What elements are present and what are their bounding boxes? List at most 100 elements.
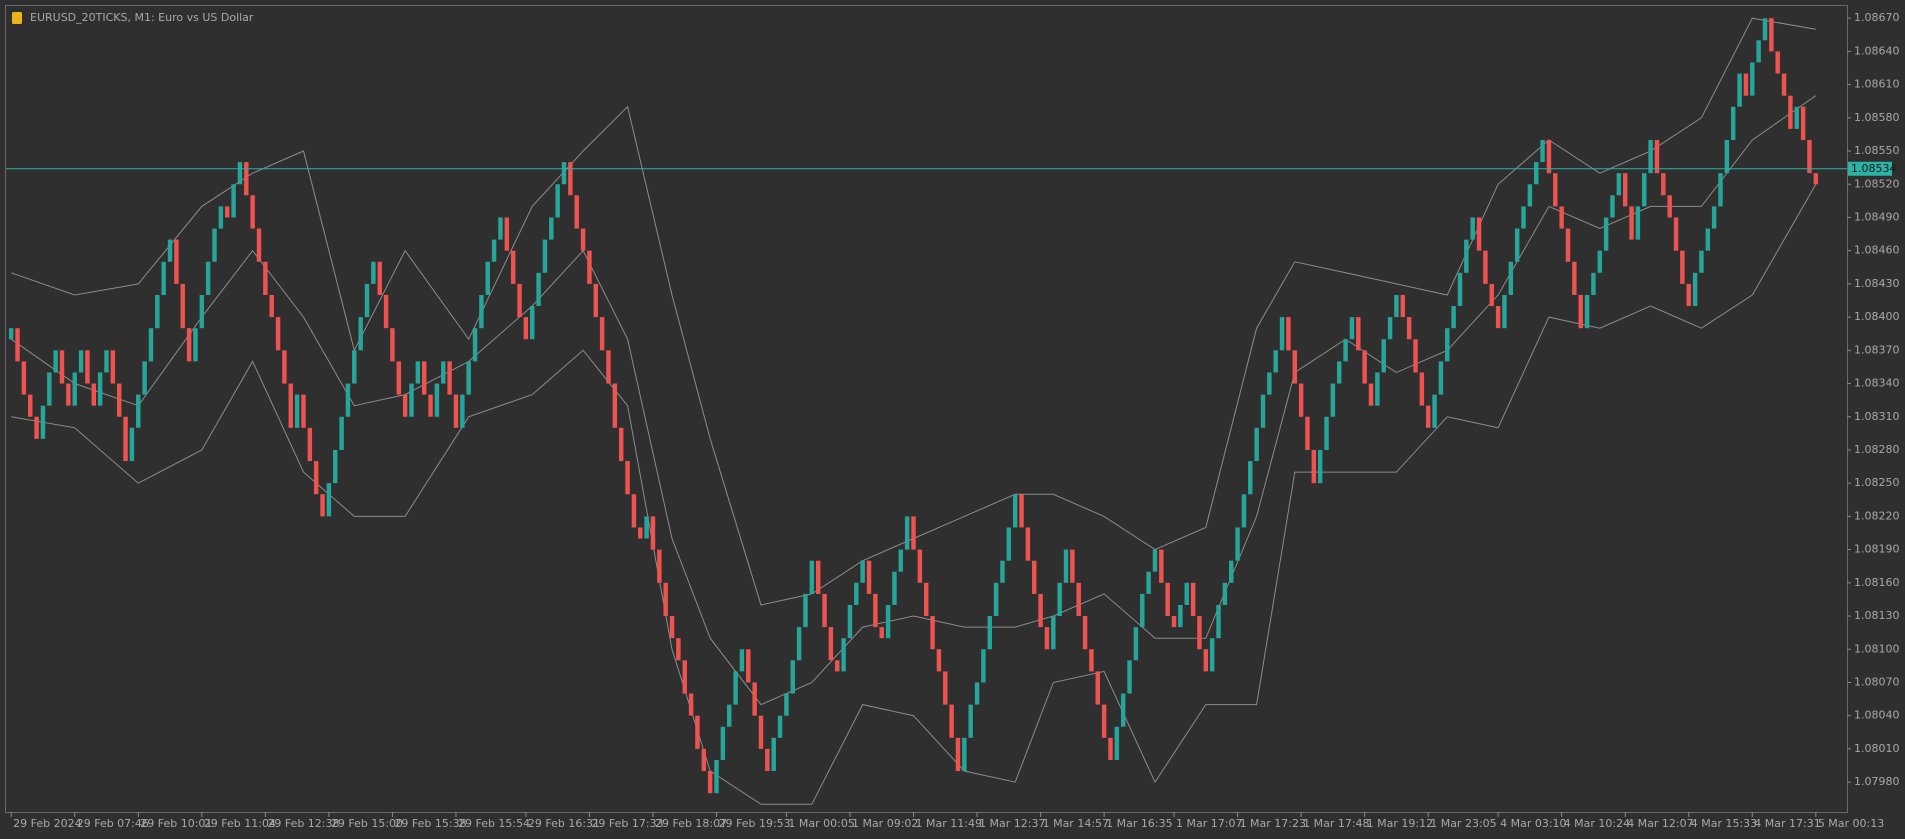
candle-body [491, 239, 497, 262]
candle-body [47, 372, 52, 406]
candle-body [1120, 693, 1126, 727]
candle-body [549, 217, 554, 240]
candle-body [21, 361, 27, 395]
candle-body [1521, 206, 1526, 229]
candle-body [854, 582, 859, 605]
candle-body [97, 372, 103, 406]
candle-body [1356, 317, 1361, 351]
candle-body [237, 162, 243, 185]
x-tick-label: 1 Mar 14:57 [1043, 817, 1109, 830]
candle-body [987, 616, 992, 650]
candle-body [402, 394, 408, 417]
x-tick-label: 4 Mar 03:10 [1500, 817, 1566, 830]
candle-body [1286, 317, 1291, 351]
candle-body [866, 560, 872, 594]
candle-body [644, 516, 649, 539]
candle-body [1476, 217, 1482, 251]
x-tick-label: 1 Mar 19:12 [1367, 817, 1433, 830]
candle-body [1019, 494, 1024, 528]
candle-body [1775, 51, 1780, 74]
candle-body [1203, 649, 1209, 672]
candle-body [1622, 173, 1628, 207]
candle-body [186, 328, 192, 362]
x-tick-label: 4 Mar 15:33 [1691, 817, 1757, 830]
candle-body [1235, 527, 1240, 561]
candle-body [618, 427, 624, 462]
candle-body [1394, 294, 1399, 318]
candle-body [1038, 593, 1043, 628]
candle-body [148, 328, 154, 362]
candle-body [1686, 283, 1691, 307]
candle-body [1012, 494, 1018, 528]
candle-body [1248, 461, 1253, 495]
candle-body [167, 239, 173, 262]
candle-body [1324, 416, 1329, 450]
candle-body [1572, 261, 1577, 295]
candle-body [1527, 184, 1533, 207]
candle-body [1578, 294, 1583, 329]
candle-body [205, 261, 211, 295]
candle-body [1292, 350, 1297, 384]
candle-body [1152, 549, 1158, 572]
candle-body [390, 328, 395, 362]
candle-body [136, 394, 141, 428]
x-tick-label: 29 Feb 12:38 [267, 817, 339, 830]
candle-body [345, 383, 351, 417]
candle-body [441, 361, 446, 384]
candle-body [580, 228, 586, 251]
candle-body [116, 383, 122, 417]
candle-body [504, 217, 510, 251]
candle-body [339, 416, 344, 450]
x-tick-label: 29 Feb 11:04 [204, 817, 276, 830]
candle-body [936, 649, 942, 672]
y-tick-label: 1.08310 [1854, 410, 1900, 423]
candle-body [1273, 350, 1278, 373]
candle-body [1101, 704, 1107, 738]
candle-body [1076, 582, 1081, 617]
candle-body [1032, 560, 1037, 594]
candle-body [199, 294, 205, 329]
candle-body [974, 682, 980, 705]
candle-body [1006, 527, 1012, 561]
candle-body [1228, 560, 1234, 583]
x-tick-label: 1 Mar 23:05 [1430, 817, 1496, 830]
candle-body [898, 549, 904, 572]
candle-body [631, 494, 637, 528]
y-tick-label: 1.08460 [1854, 244, 1900, 257]
candle-body [1432, 394, 1437, 428]
candle-body [657, 549, 662, 583]
candle-body [1673, 217, 1679, 251]
candle-body [1000, 560, 1005, 583]
x-tick-label: 1 Mar 17:23 [1240, 817, 1306, 830]
candle-body [1368, 383, 1374, 406]
candle-body [911, 516, 916, 550]
candle-body [568, 162, 573, 196]
candle-body [1788, 95, 1793, 129]
candle-body [542, 239, 548, 273]
candle-body [815, 560, 821, 594]
candle-body [1063, 549, 1069, 583]
candle-body [1470, 217, 1475, 240]
candle-body [288, 383, 293, 428]
candle-body [377, 261, 382, 295]
candle-body [28, 394, 33, 417]
candle-body [593, 283, 599, 318]
candle-body [1762, 18, 1768, 41]
candle-body [282, 350, 287, 384]
candle-body [142, 361, 147, 395]
candle-body [59, 350, 65, 384]
candle-body [625, 461, 630, 495]
candle-body [453, 394, 459, 428]
candle-body [218, 206, 224, 229]
candle-body [313, 461, 319, 495]
y-tick-label: 1.08520 [1854, 177, 1900, 190]
candle-body [968, 704, 973, 738]
candle-body [1680, 250, 1685, 284]
candle-body [1495, 306, 1501, 329]
x-tick-label: 4 Mar 10:24 [1564, 817, 1630, 830]
candle-body [180, 283, 185, 329]
candle-body [606, 350, 611, 384]
candle-body [1464, 239, 1469, 273]
